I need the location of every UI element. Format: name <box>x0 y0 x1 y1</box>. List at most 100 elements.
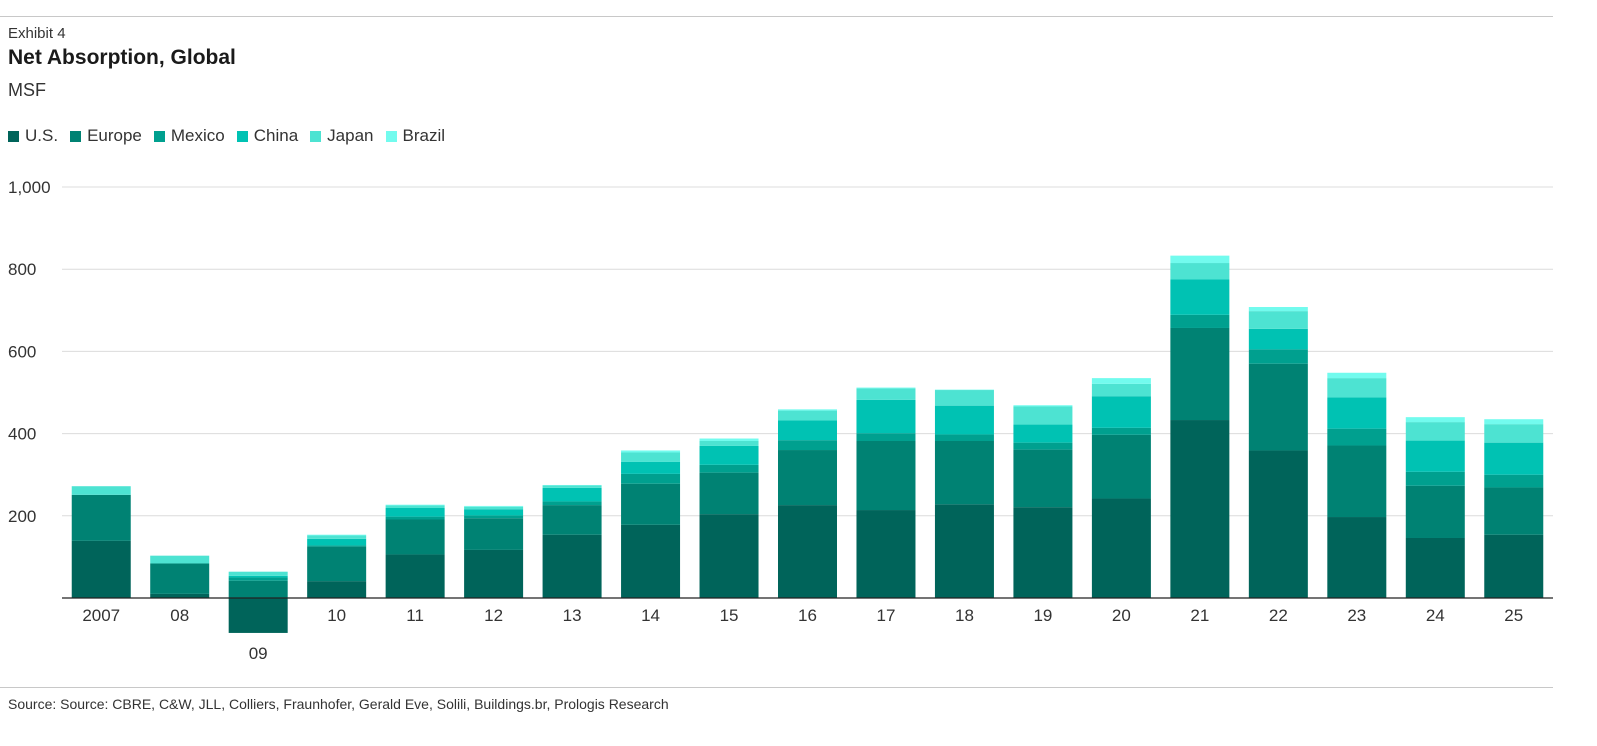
bar-segment-japan-21 <box>1170 263 1230 280</box>
x-tick-label: 21 <box>1190 606 1209 625</box>
bar-segment-japan-24 <box>1405 422 1465 441</box>
bar-segment-japan-20 <box>1091 383 1151 397</box>
x-tick-label: 14 <box>641 606 660 625</box>
bar-segment-europe-14 <box>621 483 681 525</box>
bar-segment-us-20 <box>1091 498 1151 598</box>
bar-segment-china-11 <box>385 507 445 517</box>
chart-title: Net Absorption, Global <box>8 46 236 69</box>
bar-segment-japan-14 <box>621 452 681 462</box>
bar-segment-brazil-14 <box>621 450 681 453</box>
legend-item-europe: Europe <box>70 126 142 146</box>
legend-item-china: China <box>236 126 298 146</box>
legend-swatch <box>153 130 165 142</box>
bar-segment-china-15 <box>699 445 759 465</box>
bar-segment-europe-23 <box>1327 445 1387 518</box>
x-tick-label: 25 <box>1504 606 1523 625</box>
bar-segment-europe-24 <box>1405 485 1465 538</box>
bar-segment-mexico-20 <box>1091 427 1151 435</box>
x-tick-label: 12 <box>484 606 503 625</box>
bar-segment-china-24 <box>1405 440 1465 472</box>
bar-segment-europe-18 <box>934 440 994 505</box>
bar-segment-europe-12 <box>464 518 524 550</box>
bar-segment-us-17 <box>856 510 916 598</box>
x-tick-label: 09 <box>249 644 268 663</box>
bar-segment-japan-18 <box>934 390 994 406</box>
bar-segment-us-08 <box>150 593 210 598</box>
bar-segment-japan-23 <box>1327 378 1387 398</box>
bar-segment-china-18 <box>934 405 994 435</box>
x-tick-label: 24 <box>1426 606 1445 625</box>
bar-segment-europe-15 <box>699 472 759 515</box>
legend-label: U.S. <box>25 126 59 145</box>
bar-segment-us-19 <box>1013 507 1073 598</box>
bar-segment-china-14 <box>621 461 681 474</box>
x-tick-label: 08 <box>170 606 189 625</box>
bar-segment-japan-2007 <box>71 486 131 495</box>
legend-item-japan: Japan <box>310 126 374 146</box>
bar-segment-mexico-22 <box>1248 349 1308 364</box>
bar-segment-china-10 <box>307 538 367 546</box>
bar-segment-japan-09 <box>228 571 288 576</box>
bar-segment-us-24 <box>1405 537 1465 598</box>
bar-segment-brazil-10 <box>307 534 367 536</box>
bar-segment-japan-13 <box>542 485 602 488</box>
bar-segment-mexico-24 <box>1405 471 1465 486</box>
bar-segment-mexico-19 <box>1013 442 1073 450</box>
y-tick-label: 1,000 <box>8 178 51 197</box>
bar-segment-mexico-09 <box>228 577 288 581</box>
y-tick-label: 600 <box>8 342 36 361</box>
legend-item-brazil: Brazil <box>385 126 445 146</box>
bar-segment-europe-16 <box>778 450 837 506</box>
bar-segment-us-09 <box>228 598 288 633</box>
bar-segment-japan-11 <box>385 505 445 508</box>
bar-segment-japan-12 <box>464 506 524 510</box>
y-tick-label: 200 <box>8 507 36 526</box>
unit-label: MSF <box>8 80 46 100</box>
bar-segment-brazil-23 <box>1327 372 1387 379</box>
bar-segment-europe-20 <box>1091 434 1151 499</box>
bar-segment-us-23 <box>1327 517 1387 598</box>
x-tick-label: 10 <box>327 606 346 625</box>
bar-segment-brazil-20 <box>1091 378 1151 384</box>
bar-segment-europe-17 <box>856 440 916 511</box>
bar-segment-europe-08 <box>150 563 210 594</box>
y-tick-label: 400 <box>8 425 36 444</box>
bar-segment-brazil-25 <box>1484 419 1544 425</box>
bar-segment-japan-19 <box>1013 406 1073 425</box>
bar-segment-japan-15 <box>699 440 759 446</box>
legend-swatch <box>236 130 248 142</box>
bar-segment-us-10 <box>307 581 367 598</box>
bar-segment-brazil-15 <box>699 438 759 441</box>
bar-segment-europe-10 <box>307 546 367 582</box>
legend-label: Europe <box>87 126 142 145</box>
bar-segment-japan-16 <box>778 410 837 421</box>
bar-segment-brazil-19 <box>1013 405 1073 407</box>
bar-segment-us-16 <box>778 505 837 598</box>
bar-segment-china-25 <box>1484 442 1544 475</box>
legend-item-us: U.S. <box>8 126 58 146</box>
legend-swatch <box>70 130 82 142</box>
bar-segment-japan-08 <box>150 555 210 564</box>
bar-segment-china-20 <box>1091 396 1151 428</box>
bar-segment-mexico-16 <box>778 440 837 451</box>
bar-segment-us-14 <box>621 524 681 598</box>
bar-segment-us-2007 <box>71 540 131 598</box>
bar-segment-europe-09 <box>228 580 288 598</box>
bar-segment-brazil-22 <box>1248 307 1308 312</box>
bar-segment-brazil-17 <box>856 387 916 389</box>
bar-segment-brazil-12 <box>464 505 524 507</box>
x-tick-label: 11 <box>406 606 424 625</box>
bar-segment-brazil-11 <box>385 504 445 506</box>
bar-segment-japan-25 <box>1484 424 1544 443</box>
bar-segment-mexico-23 <box>1327 428 1387 446</box>
bar-segment-brazil-16 <box>778 409 837 411</box>
legend-item-mexico: Mexico <box>153 126 225 146</box>
bar-segment-us-18 <box>934 504 994 598</box>
bar-segment-china-13 <box>542 487 602 502</box>
legend-label: Mexico <box>170 126 225 145</box>
bar-segment-china-22 <box>1248 328 1308 350</box>
bar-segment-mexico-13 <box>542 501 602 506</box>
bar-segment-brazil-24 <box>1405 417 1465 423</box>
bar-segment-us-25 <box>1484 534 1544 598</box>
